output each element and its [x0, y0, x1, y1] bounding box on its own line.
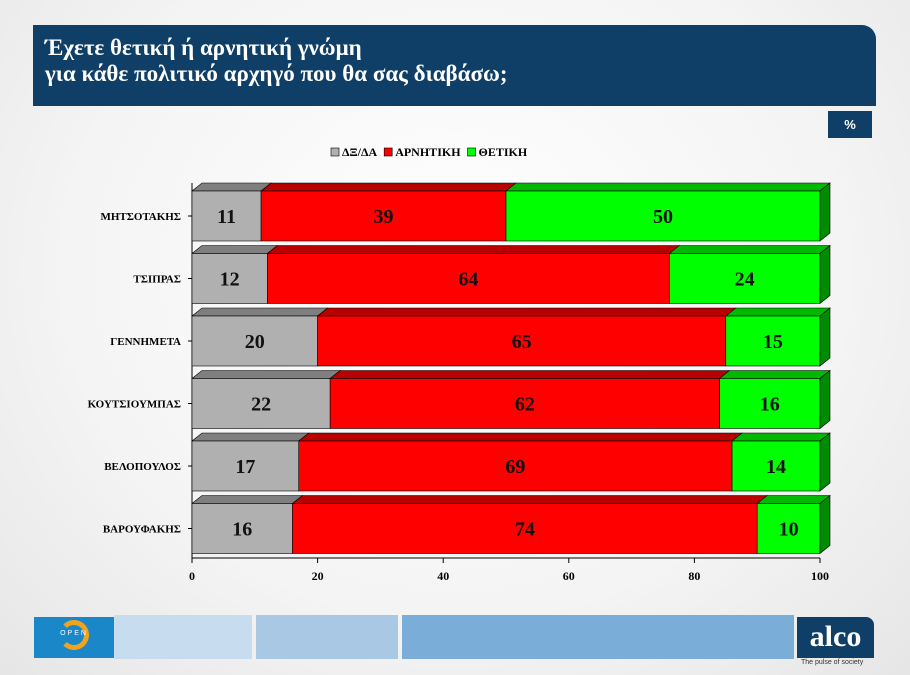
bar-side-face [819, 494, 831, 555]
data-label: 20 [245, 331, 265, 353]
data-label: 11 [217, 206, 236, 228]
data-label: 39 [374, 206, 394, 228]
open-tv-logo: OPEN [34, 617, 114, 658]
bar-segment-ΑΡΝΗΤΙΚΗ [292, 503, 758, 554]
category-label: ΚΟΥΤΣΙΟΥΜΠΑΣ [88, 399, 181, 411]
footer-strip [34, 615, 794, 659]
bar-side-face [819, 182, 831, 242]
x-tick-label: 20 [312, 569, 324, 583]
x-tick-label: 40 [437, 569, 449, 583]
data-label: 50 [653, 206, 673, 228]
legend-swatch [383, 147, 393, 157]
bar-segment-ΘΕΤΙΚΗ [719, 378, 821, 429]
bar-segment-ΑΡΝΗΤΙΚΗ [329, 378, 720, 429]
open-logo-ring-icon [59, 620, 89, 650]
data-label: 10 [779, 519, 799, 541]
data-label: 74 [515, 519, 535, 541]
data-label: 22 [251, 394, 271, 416]
bar-top-face [191, 307, 329, 317]
bar-side-face [819, 307, 831, 367]
bar-top-face [260, 182, 517, 192]
bar-top-face [316, 307, 737, 317]
bar-top-face [718, 370, 831, 379]
bar-top-face [191, 245, 279, 254]
bar-segment-ΘΕΤΙΚΗ [505, 190, 821, 242]
bar-top-face [191, 182, 272, 192]
category-label: ΤΣΙΠΡΑΣ [133, 274, 181, 286]
bar-side-face [819, 244, 831, 305]
bar-top-face [191, 495, 304, 504]
data-label: 16 [232, 519, 252, 541]
chart-title-line-1: Έχετε θετική ή αρνητική γνώμη [45, 35, 362, 60]
data-label: 17 [235, 456, 255, 478]
x-tick-label: 0 [189, 569, 195, 583]
bar-segment-ΑΡΝΗΤΙΚΗ [298, 440, 733, 492]
data-label: 64 [458, 269, 478, 291]
footer-segment [402, 615, 794, 659]
legend-label: ΔΞ/ΔΑ [342, 145, 378, 159]
open-logo-text: OPEN [60, 630, 88, 637]
data-label: 24 [735, 269, 755, 291]
bar-segment-ΑΡΝΗΤΙΚΗ [317, 315, 727, 367]
data-label: 69 [505, 456, 525, 478]
stacked-bar-chart: ΜΗΤΣΟΤΑΚΗΣ 11 39 50 ΤΣΙΠΡΑΣ 12 64 24 ΓΕΝΝΗΜΕΤΑ 20… [88, 145, 831, 583]
legend-label: ΑΡΝΗΤΙΚΗ [395, 145, 461, 159]
bar-segment-ΘΕΤΙΚΗ [725, 315, 821, 367]
data-label: 65 [512, 331, 532, 353]
bar-top-face [191, 432, 310, 442]
title-bar: Έχετε θετική ή αρνητική γνώμη για κάθε π… [33, 25, 876, 106]
unit-badge: % [828, 111, 872, 138]
bar-side-face [819, 432, 831, 492]
bar-segment-ΘΕΤΙΚΗ [756, 503, 821, 554]
alco-logo: alco [797, 617, 874, 658]
bar-top-face [756, 495, 831, 504]
data-label: 62 [515, 394, 535, 416]
x-tick-label: 100 [811, 569, 829, 583]
category-label: ΒΑΡΟΥΦΑΚΗΣ [103, 524, 181, 536]
bar-segment-ΔΞ/ΔΑ [191, 190, 262, 242]
bar-segment-ΘΕΤΙΚΗ [668, 253, 821, 304]
data-label: 16 [760, 394, 780, 416]
category-label: ΓΕΝΝΗΜΕΤΑ [110, 336, 181, 348]
chart-title-line-2: για κάθε πολιτικό αρχηγό που θα σας διαβ… [45, 61, 508, 86]
bar-top-face [731, 432, 831, 442]
bar-segment-ΑΡΝΗΤΙΚΗ [260, 190, 507, 242]
bar-top-face [329, 370, 731, 379]
x-tick-label: 60 [563, 569, 575, 583]
bar-segment-ΔΞ/ΔΑ [191, 378, 331, 429]
bar-top-face [191, 370, 342, 379]
legend-label: ΘΕΤΙΚΗ [479, 145, 528, 159]
bar-segment-ΔΞ/ΔΑ [191, 503, 293, 554]
bar-top-face [291, 495, 769, 504]
bar-top-face [297, 432, 743, 442]
bar-top-face [668, 245, 831, 254]
alco-tagline: The pulse of society [801, 659, 864, 666]
bar-side-face [819, 369, 831, 430]
legend-swatch [467, 147, 476, 157]
data-label: 14 [766, 456, 786, 478]
bar-segment-ΑΡΝΗΤΙΚΗ [267, 253, 670, 304]
bar-segment-ΔΞ/ΔΑ [191, 253, 268, 304]
data-label: 15 [763, 331, 783, 353]
bar-top-face [505, 182, 831, 192]
footer-segment [114, 615, 252, 659]
category-label: ΜΗΤΣΟΤΑΚΗΣ [100, 211, 181, 223]
bar-segment-ΔΞ/ΔΑ [191, 440, 300, 492]
bar-top-face [724, 307, 831, 317]
bar-top-face [266, 245, 681, 254]
legend-swatch [330, 147, 340, 157]
data-label: 12 [220, 269, 240, 291]
category-label: ΒΕΛΟΠΟΥΛΟΣ [104, 461, 181, 473]
footer-segment [256, 615, 398, 659]
x-tick-label: 80 [688, 569, 700, 583]
